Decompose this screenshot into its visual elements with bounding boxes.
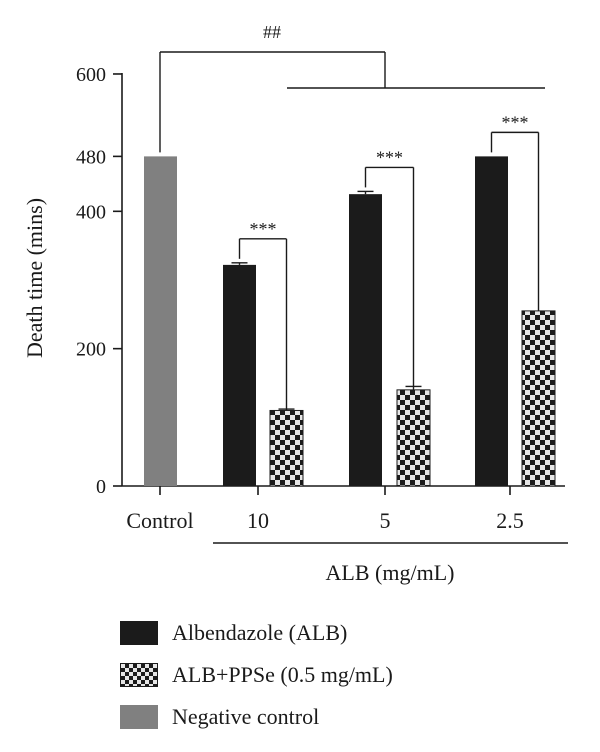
x-tick-label: 10 bbox=[247, 508, 269, 533]
significance-label: *** bbox=[250, 219, 277, 239]
bar-chart: Death time (mins) 0 200 400 480 600 Control 10… bbox=[22, 22, 568, 585]
x-tick-label: 2.5 bbox=[496, 508, 524, 533]
y-tick-label: 400 bbox=[76, 201, 106, 223]
bar bbox=[475, 156, 508, 486]
y-tick-label: 0 bbox=[96, 476, 106, 498]
legend: Albendazole (ALB) ALB+PPSe (0.5 mg/mL) N… bbox=[120, 612, 393, 738]
x-axis-title: ALB (mg/mL) bbox=[326, 560, 455, 585]
bar bbox=[521, 310, 556, 487]
bar bbox=[349, 194, 382, 486]
legend-swatch-alb-ppse bbox=[120, 663, 158, 687]
legend-label-albendazole: Albendazole (ALB) bbox=[172, 620, 348, 645]
bars bbox=[144, 156, 556, 487]
significance-label: *** bbox=[376, 147, 403, 167]
legend-swatch-albendazole bbox=[120, 621, 158, 645]
bar bbox=[144, 156, 177, 486]
legend-label-alb-ppse: ALB+PPSe (0.5 mg/mL) bbox=[172, 662, 393, 687]
significance-label: ## bbox=[263, 22, 281, 42]
x-tick-label: 5 bbox=[380, 508, 391, 533]
legend-label-negative-control: Negative control bbox=[172, 704, 320, 729]
bar bbox=[223, 264, 256, 486]
legend-swatch-negative-control bbox=[120, 705, 158, 729]
bar bbox=[396, 389, 431, 487]
legend-item-alb-ppse: ALB+PPSe (0.5 mg/mL) bbox=[120, 654, 393, 696]
legend-item-negative-control: Negative control bbox=[120, 696, 393, 738]
y-tick-label: 200 bbox=[76, 339, 106, 361]
y-axis-title: Death time (mins) bbox=[22, 198, 47, 358]
significance-annotations: ## *** *** *** bbox=[159, 22, 545, 410]
y-tick-label: 480 bbox=[76, 146, 106, 168]
bar bbox=[269, 409, 304, 487]
x-tick-label: Control bbox=[126, 508, 193, 533]
legend-item-albendazole: Albendazole (ALB) bbox=[120, 612, 393, 654]
significance-label: *** bbox=[502, 112, 529, 132]
y-tick-label: 600 bbox=[76, 64, 106, 86]
